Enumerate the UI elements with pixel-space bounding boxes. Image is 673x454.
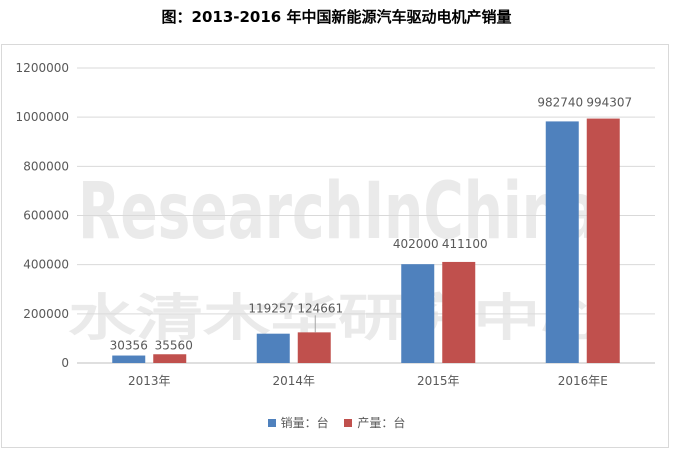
legend-swatch-production <box>344 418 353 427</box>
data-label-sales: 119257 <box>248 301 294 315</box>
bar-sales <box>256 333 290 363</box>
legend-item-production: 产量：台 <box>344 414 405 431</box>
data-labels: 30356 35560 119257 124661 402000 411100 982740… <box>110 96 633 353</box>
bar-sales <box>401 264 435 363</box>
data-label-sales: 982740 <box>537 96 583 110</box>
data-label-sales: 402000 <box>393 237 439 251</box>
legend-swatch-sales <box>267 418 276 427</box>
x-tick-label: 2016年E <box>558 374 608 388</box>
data-label-production: 994307 <box>586 96 632 110</box>
y-tick-label: 1000000 <box>16 110 69 124</box>
data-label-production: 411100 <box>442 237 488 251</box>
y-tick-label: 0 <box>61 356 69 370</box>
bar-sales <box>112 355 146 363</box>
legend-label-production: 产量：台 <box>357 416 406 430</box>
bar-production <box>153 354 187 363</box>
data-label-sales: 30356 <box>110 338 148 352</box>
data-label-production: 35560 <box>155 338 193 352</box>
chart-frame <box>1 44 669 448</box>
data-label-production: 124661 <box>297 301 343 315</box>
x-tick-label: 2015年 <box>417 374 460 388</box>
legend: 销量：台 产量：台 <box>0 414 673 431</box>
legend-label-sales: 销量：台 <box>280 416 329 430</box>
y-tick-label: 400000 <box>23 258 69 272</box>
y-tick-label: 800000 <box>23 159 69 173</box>
y-axis-ticks: 0 200000 400000 600000 800000 1000000 1200000 <box>16 61 69 370</box>
watermark: ResearchInChina 水清木华研究中心 <box>68 167 608 347</box>
bar-production <box>297 332 331 363</box>
watermark-text-cn: 水清木华研究中心 <box>68 289 608 347</box>
watermark-text-en: ResearchInChina <box>78 167 598 257</box>
y-tick-label: 1200000 <box>16 61 69 75</box>
x-tick-label: 2014年 <box>272 374 315 388</box>
bar-production <box>442 261 476 363</box>
x-tick-label: 2013年 <box>128 374 171 388</box>
bar-production <box>586 118 620 363</box>
bars <box>112 118 620 363</box>
x-axis-ticks: 2013年 2014年 2015年 2016年E <box>128 374 608 388</box>
y-tick-label: 600000 <box>23 209 69 223</box>
y-tick-label: 200000 <box>23 307 69 321</box>
bar-sales <box>545 121 579 363</box>
chart-title: 图：2013-2016 年中国新能源汽车驱动电机产销量 <box>161 8 512 26</box>
legend-item-sales: 销量：台 <box>267 414 329 431</box>
